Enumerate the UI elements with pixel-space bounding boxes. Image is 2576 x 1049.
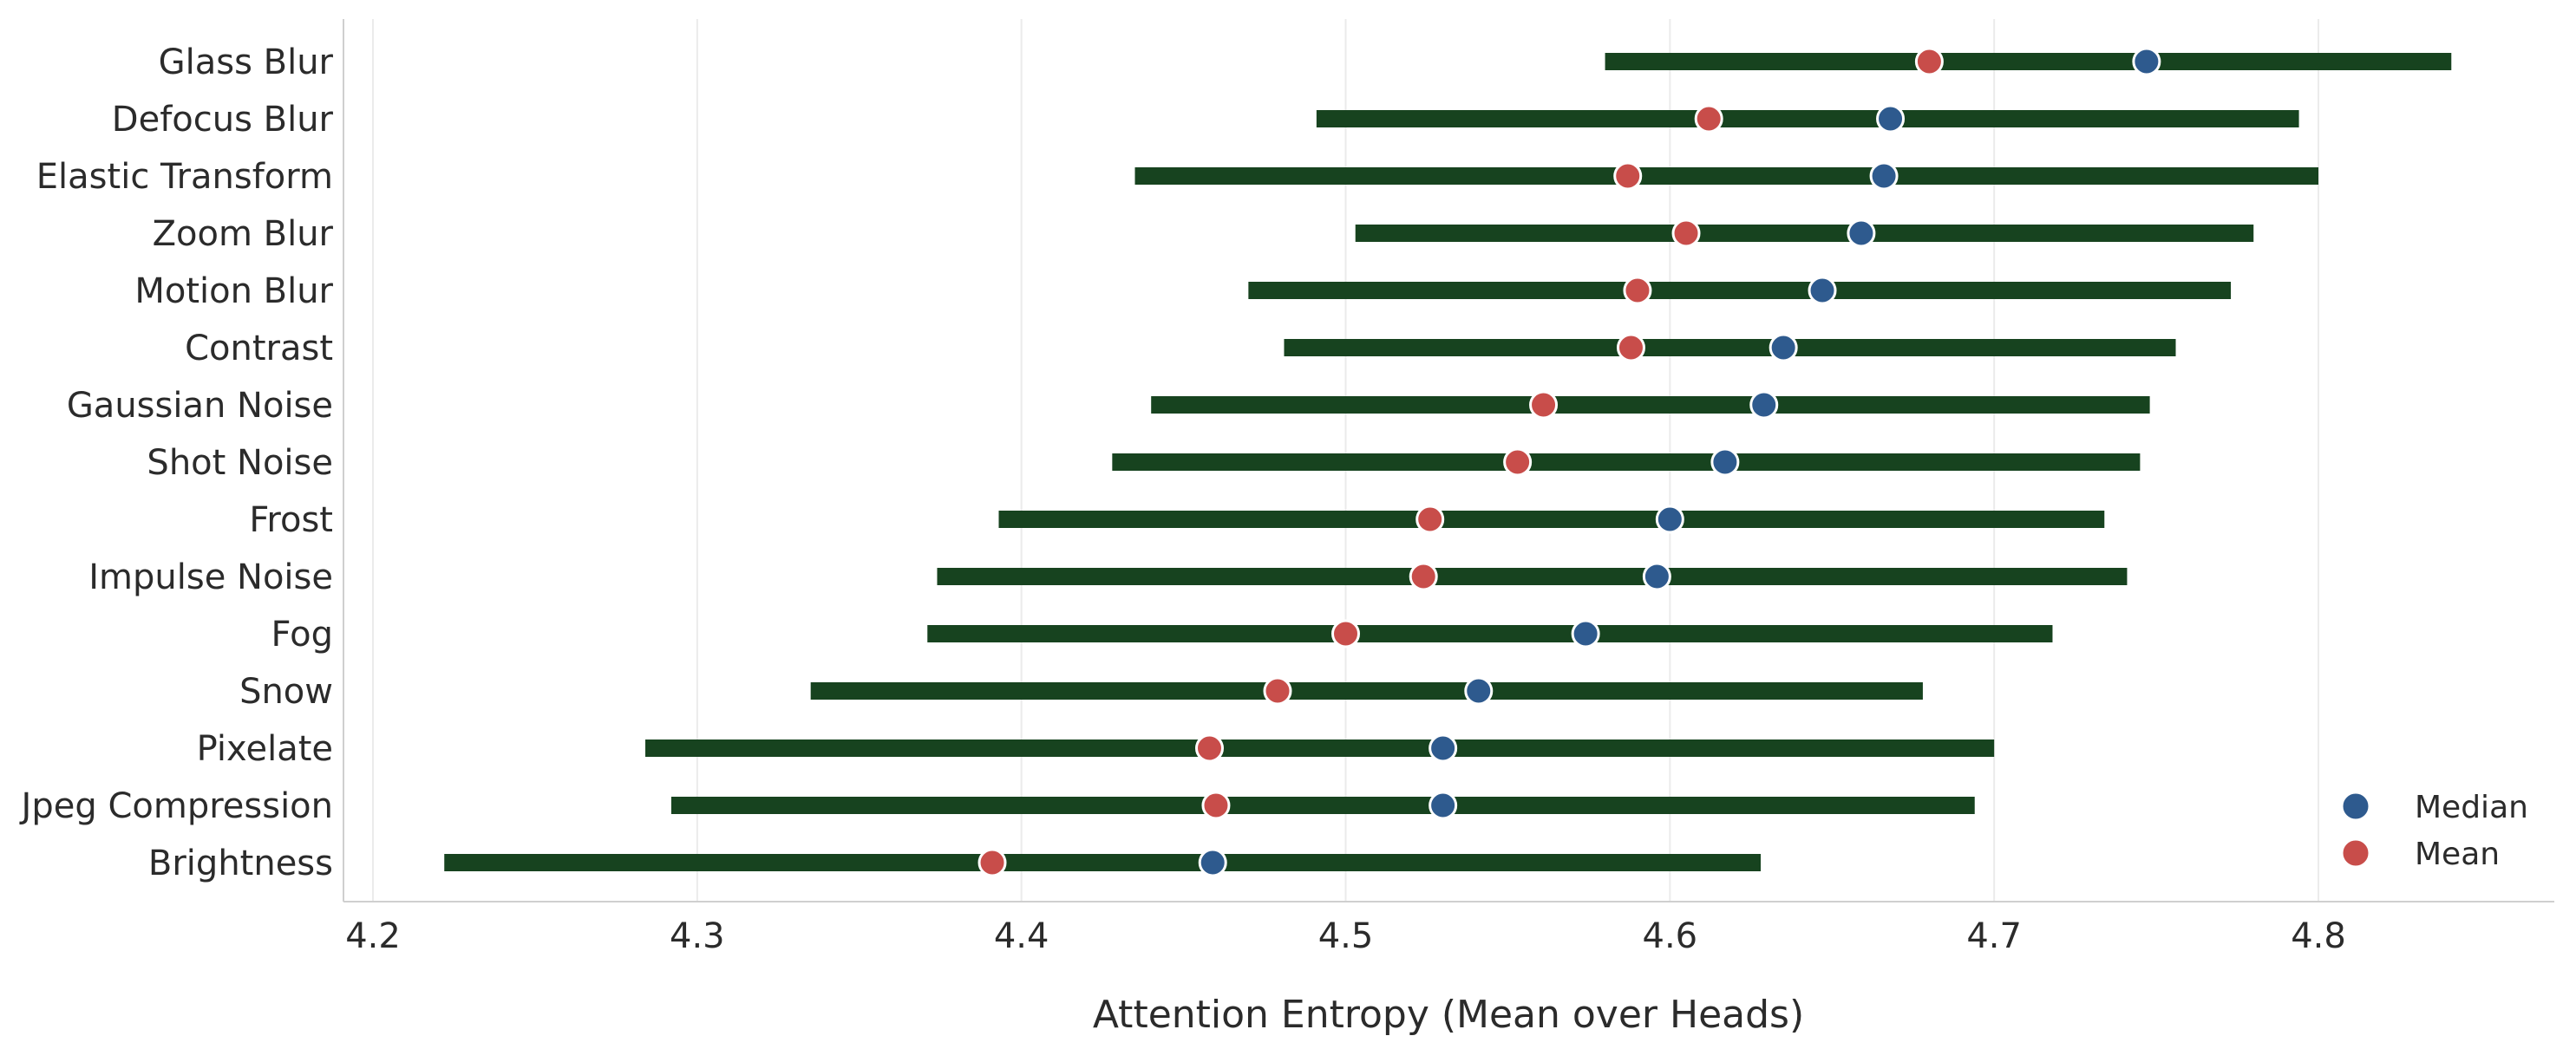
range-bar (937, 568, 2128, 585)
median-point (1464, 676, 1494, 706)
median-point (1571, 619, 1600, 648)
range-bar (1355, 225, 2254, 242)
median-point (1847, 218, 1876, 248)
x-tick-label-3: 4.5 (1318, 916, 1374, 956)
median-point (1749, 390, 1779, 420)
category-label: Contrast (185, 329, 333, 368)
x-tick-label-0: 4.2 (345, 916, 401, 956)
median-point (1198, 848, 1227, 877)
median-point (1869, 161, 1899, 191)
legend-label-mean: Mean (2415, 837, 2500, 872)
range-bars (444, 53, 2452, 871)
mean-point (1194, 733, 1224, 763)
median-point (1808, 276, 1837, 305)
legend: Median Mean (2340, 790, 2528, 872)
legend-label-median: Median (2415, 790, 2528, 825)
range-bar (670, 797, 1975, 814)
category-label: Impulse Noise (88, 557, 333, 597)
mean-point (1671, 218, 1701, 248)
median-point (1429, 733, 1458, 763)
data-points (977, 47, 2161, 877)
mean-point (1694, 104, 1723, 134)
category-label: Defocus Blur (112, 100, 334, 140)
mean-point (1529, 390, 1559, 420)
mean-point (1409, 562, 1438, 591)
mean-point (1914, 47, 1944, 76)
category-label: Shot Noise (147, 443, 333, 483)
range-bar (927, 625, 2053, 642)
mean-point (1623, 276, 1652, 305)
category-label: Elastic Transform (36, 157, 333, 197)
category-label: Gaussian Noise (67, 386, 333, 426)
x-tick-label-1: 4.3 (670, 916, 725, 956)
range-bar (998, 511, 2105, 528)
mean-point (1415, 505, 1445, 534)
median-point (1876, 104, 1906, 134)
mean-point (1616, 333, 1645, 362)
median-point (2132, 47, 2161, 76)
range-bar (1151, 396, 2150, 414)
median-point (1429, 791, 1458, 820)
range-bar (1134, 167, 2318, 185)
x-tick-labels: 4.2 4.3 4.4 4.5 4.6 4.7 4.8 (345, 916, 2346, 956)
median-point (1642, 562, 1671, 591)
category-label: Frost (249, 500, 333, 540)
category-label: Motion Blur (134, 271, 333, 311)
legend-marker-median (2340, 791, 2371, 822)
range-bar (444, 854, 1762, 871)
mean-point (977, 848, 1007, 877)
category-label: Snow (239, 672, 333, 712)
mean-point (1503, 447, 1533, 477)
mean-point (1613, 161, 1643, 191)
range-bar (1316, 110, 2299, 127)
range-bar (1284, 339, 2176, 356)
x-tick-label-4: 4.6 (1643, 916, 1698, 956)
x-tick-label-2: 4.4 (994, 916, 1049, 956)
category-label: Pixelate (197, 729, 333, 769)
category-labels: Glass Blur Defocus Blur Elastic Transform Z… (19, 42, 334, 883)
category-label: Glass Blur (159, 42, 334, 82)
legend-marker-mean (2340, 837, 2371, 869)
mean-point (1201, 791, 1231, 820)
range-bar (1248, 282, 2232, 299)
category-label: Zoom Blur (153, 214, 334, 254)
range-bar (810, 682, 1923, 700)
x-axis-title: Attention Entropy (Mean over Heads) (1093, 993, 1804, 1037)
category-label: Jpeg Compression (19, 786, 333, 826)
range-bar (1605, 53, 2452, 70)
mean-point (1263, 676, 1292, 706)
median-point (1655, 505, 1684, 534)
median-point (1710, 447, 1740, 477)
x-tick-label-6: 4.8 (2291, 916, 2346, 956)
range-bar (1112, 453, 2141, 471)
category-label: Brightness (148, 844, 333, 883)
x-tick-label-5: 4.7 (1966, 916, 2022, 956)
range-bar (645, 740, 1995, 757)
median-point (1769, 333, 1798, 362)
mean-point (1331, 619, 1360, 648)
category-label: Fog (271, 615, 333, 655)
